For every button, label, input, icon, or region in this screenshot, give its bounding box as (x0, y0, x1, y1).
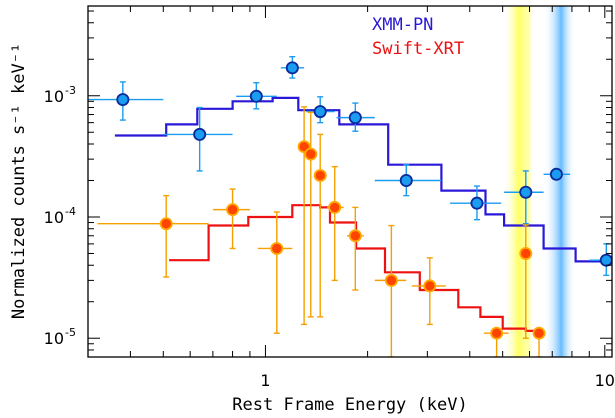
swift-data-point (348, 229, 362, 243)
plot-frame (87, 5, 613, 358)
y-tick-label-base: 10 (44, 329, 64, 348)
y-tick-label-exponent: -5 (65, 326, 76, 339)
model-curves (114, 96, 612, 332)
xmm-data-point (116, 93, 130, 107)
x-tick-label: 1 (260, 371, 270, 390)
legend-entry-xmm: XMM-PN (372, 15, 433, 35)
swift-data-point (423, 279, 437, 293)
axis-ticks (87, 6, 612, 358)
swift-data-point (270, 241, 284, 255)
energy-bands (502, 6, 576, 357)
xmm-data-point (549, 167, 563, 181)
y-tick-label-exponent: -4 (65, 205, 76, 218)
xmm-data-point (285, 61, 299, 75)
xmm-data-point (599, 253, 612, 267)
swift-data-point (313, 168, 327, 182)
y-tick-label-exponent: -3 (65, 84, 76, 97)
xmm-model-line (114, 96, 612, 263)
swift-data-point (226, 203, 240, 217)
plot-area (88, 55, 612, 357)
swift-data-point (519, 246, 533, 260)
error-bars (88, 55, 612, 357)
xmm-data-point (519, 185, 533, 199)
xmm-data-point (348, 111, 362, 125)
xmm-data-point (249, 89, 263, 103)
y-tick-label-base: 10 (44, 208, 64, 227)
xmm-data-point (399, 173, 413, 187)
swift-data-point (532, 326, 546, 340)
swift-data-point (159, 217, 173, 231)
xmm-data-point (313, 105, 327, 119)
xmm-data-point (470, 196, 484, 210)
y-tick-label-base: 10 (44, 87, 64, 106)
x-axis-title: Rest Frame Energy (keV) (232, 395, 467, 415)
swift-model-line (169, 204, 544, 332)
band-yellow (502, 6, 531, 357)
x-tick-label: 10 (595, 371, 615, 390)
legend-entry-swift: Swift-XRT (372, 39, 464, 59)
data-markers (116, 61, 612, 340)
y-axis-title: Normalized counts s⁻¹ keV⁻¹ (9, 43, 29, 319)
swift-data-point (304, 147, 318, 161)
swift-data-point (384, 273, 398, 287)
swift-data-point (328, 200, 342, 214)
swift-data-point (490, 326, 504, 340)
xmm-data-point (193, 127, 207, 141)
band-blue (543, 6, 576, 357)
